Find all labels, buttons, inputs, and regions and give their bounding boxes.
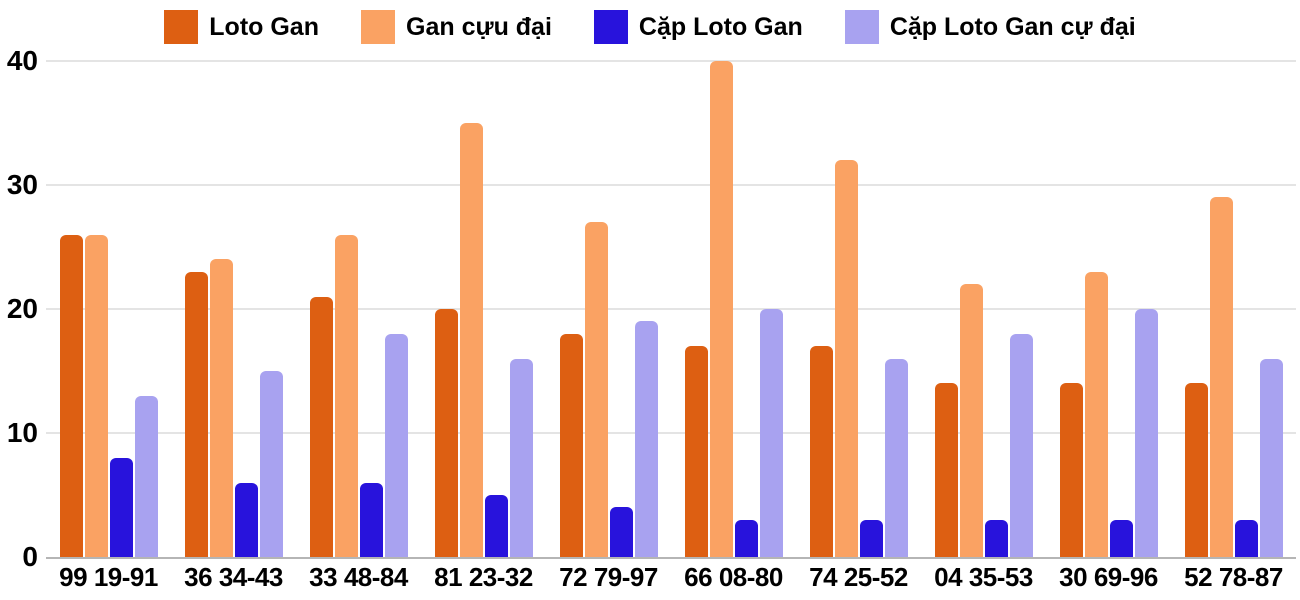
bar-series-3-cat-4 [484,495,508,557]
bar-series-1-cat-4 [434,309,458,557]
legend-swatch-icon [593,10,628,44]
legend-swatch-icon [164,10,199,44]
bar-series-2-cat-3 [334,234,358,557]
x-tick-label: 99 19-91 [59,562,158,592]
bar-series-2-cat-6 [709,61,733,557]
plot-area [46,60,1296,559]
bar-series-1-cat-10 [1184,383,1208,557]
legend-item-3: Cặp Loto Gan [593,10,803,44]
bar-group-52-78-87 [1171,61,1296,557]
legend-label: Loto Gan [209,12,319,41]
x-tick-label: 52 78-87 [1184,562,1283,592]
x-axis: 99 19-91 36 34-43 33 48-84 81 23-32 72 79-97… [46,561,1296,595]
bar-group-30-69-96 [1046,61,1171,557]
bar-series-1-cat-5 [559,333,583,557]
x-tick-label: 74 25-52 [809,562,908,592]
bar-series-1-cat-1 [59,234,83,557]
gridline [46,432,1296,434]
bar-group-66-08-80 [671,61,796,557]
bar-group-36-34-43 [171,61,296,557]
chart-legend: Loto Gan Gan cựu đại Cặp Loto Gan Cặp Loto … [0,6,1300,48]
bar-series-4-cat-3 [384,333,408,557]
x-tick-label: 72 79-97 [559,562,658,592]
y-tick-label: 0 [22,541,38,572]
legend-item-4: Cặp Loto Gan cự đại [844,10,1136,44]
x-tick-label: 81 23-32 [434,562,533,592]
bar-series-1-cat-9 [1059,383,1083,557]
bar-series-2-cat-4 [459,123,483,557]
bar-series-1-cat-8 [934,383,958,557]
bar-series-4-cat-9 [1134,309,1158,557]
bar-series-1-cat-6 [684,346,708,557]
y-tick-label: 20 [6,293,38,324]
y-tick-label: 10 [6,417,38,448]
bar-series-4-cat-5 [634,321,658,557]
legend-label: Cặp Loto Gan cự đại [889,12,1136,41]
bar-series-3-cat-10 [1234,519,1258,557]
bar-series-1-cat-2 [184,271,208,557]
legend-swatch-icon [361,10,395,44]
bar-series-2-cat-5 [584,222,608,557]
x-tick-label: 30 69-96 [1059,562,1158,592]
bar-series-4-cat-10 [1259,358,1283,557]
gridline [46,184,1296,186]
bar-group-33-48-84 [296,61,421,557]
y-tick-label: 30 [6,169,38,200]
bar-group-72-79-97 [546,61,671,557]
bar-series-2-cat-10 [1209,197,1233,557]
bar-group-04-35-53 [921,61,1046,557]
bar-series-2-cat-8 [959,284,983,557]
bar-group-81-23-32 [421,61,546,557]
bar-group-99-19-91 [46,61,171,557]
bar-series-3-cat-6 [734,519,758,557]
bar-series-3-cat-9 [1109,519,1133,557]
x-tick-label: 36 34-43 [184,562,283,592]
bar-series-3-cat-5 [609,507,633,557]
bar-series-3-cat-7 [859,519,883,557]
y-axis: 0 10 20 30 40 [0,0,38,600]
legend-label: Gan cựu đại [406,12,552,41]
legend-label: Cặp Loto Gan [638,12,803,41]
gridline [46,60,1296,62]
bar-series-2-cat-7 [834,160,858,557]
bar-series-2-cat-1 [84,234,108,557]
bar-series-1-cat-7 [809,346,833,557]
x-tick-label: 66 08-80 [684,562,783,592]
legend-swatch-icon [844,10,879,44]
bar-series-2-cat-2 [209,259,233,557]
bar-series-3-cat-2 [234,482,258,557]
bar-series-4-cat-2 [259,371,283,557]
y-tick-label: 40 [6,45,38,76]
bar-series-2-cat-9 [1084,271,1108,557]
bar-series-4-cat-6 [759,309,783,557]
x-tick-label: 33 48-84 [309,562,408,592]
legend-item-1: Loto Gan [164,10,319,44]
bar-series-3-cat-1 [109,457,133,557]
bar-series-3-cat-8 [984,519,1008,557]
bar-series-1-cat-3 [309,296,333,557]
bar-groups [46,61,1296,557]
bar-series-4-cat-7 [884,358,908,557]
x-tick-label: 04 35-53 [934,562,1033,592]
bar-series-4-cat-4 [509,358,533,557]
bar-series-3-cat-3 [359,482,383,557]
bar-group-74-25-52 [796,61,921,557]
legend-item-2: Gan cựu đại [361,10,552,44]
bar-series-4-cat-8 [1009,333,1033,557]
bar-series-4-cat-1 [134,395,158,557]
gridline [46,308,1296,310]
